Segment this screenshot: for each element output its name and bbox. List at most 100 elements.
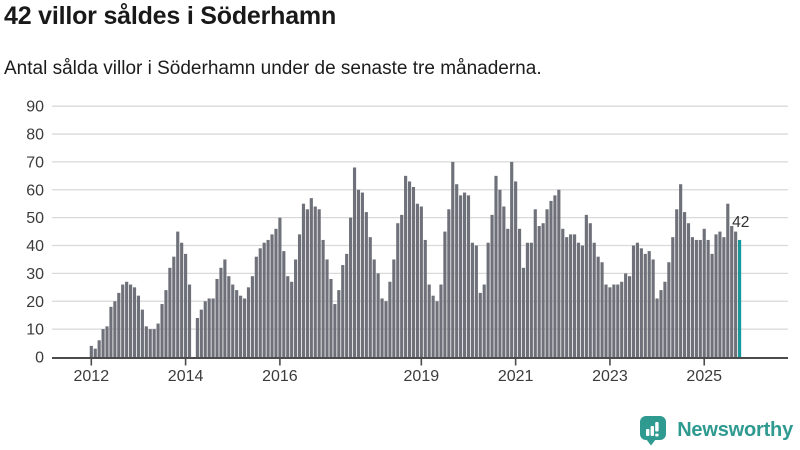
bar	[451, 161, 455, 357]
bar	[683, 212, 687, 357]
bar	[443, 231, 447, 357]
bar	[258, 248, 262, 357]
bar	[136, 295, 141, 357]
bar	[572, 234, 577, 357]
bar	[635, 242, 640, 357]
bar	[561, 228, 565, 357]
chart-subtitle: Antal sålda villor i Söderhamn under de …	[4, 58, 542, 79]
bar	[156, 323, 160, 357]
bar	[565, 237, 569, 357]
bar	[529, 242, 533, 357]
bar	[439, 284, 443, 357]
bar	[600, 262, 604, 357]
bar	[282, 251, 286, 357]
bar	[604, 284, 608, 357]
bar	[730, 226, 734, 357]
bar	[490, 214, 494, 357]
bar	[172, 256, 176, 357]
bar	[392, 259, 396, 357]
bar	[180, 242, 184, 357]
bar	[553, 195, 557, 357]
bar	[184, 253, 188, 357]
bar	[329, 278, 333, 357]
bar	[584, 214, 588, 357]
bar	[514, 181, 518, 357]
bar	[227, 276, 231, 357]
bar	[521, 267, 526, 357]
bar	[203, 301, 207, 357]
bar	[494, 175, 498, 357]
bar	[734, 231, 738, 357]
bar	[290, 281, 294, 357]
bar	[498, 189, 502, 357]
speech-bubble-chart-icon	[640, 416, 667, 446]
bar	[89, 345, 93, 357]
bar	[219, 267, 223, 357]
bar	[710, 253, 714, 357]
bar	[148, 329, 152, 357]
bar	[706, 239, 710, 357]
bar	[616, 284, 620, 357]
bar	[643, 253, 647, 357]
bar	[274, 228, 278, 357]
bar	[482, 284, 486, 357]
bar	[435, 301, 439, 357]
page-title: 42 villor såldes i Söderhamn	[4, 2, 337, 30]
bar	[675, 209, 679, 357]
bar	[576, 242, 581, 357]
bar	[376, 273, 380, 357]
bar	[109, 306, 113, 357]
bar	[164, 290, 168, 357]
bar	[667, 262, 671, 357]
bar	[286, 276, 290, 357]
bar	[411, 186, 416, 357]
bar	[470, 242, 474, 357]
bar	[215, 278, 219, 357]
highlighted-bar	[738, 239, 742, 357]
bar	[525, 242, 529, 357]
x-axis-label: 2025	[686, 368, 722, 385]
bar	[144, 326, 148, 357]
bar	[262, 242, 266, 357]
bar	[592, 242, 596, 357]
bar	[679, 184, 683, 357]
bar	[419, 206, 423, 357]
bar	[722, 237, 726, 357]
bar	[207, 298, 211, 357]
y-axis-label: 20	[26, 294, 44, 311]
bar	[223, 259, 227, 357]
bar	[305, 209, 309, 357]
bar	[294, 259, 298, 357]
bar	[97, 340, 101, 357]
y-axis-label: 30	[26, 266, 44, 283]
bar	[325, 259, 329, 357]
y-axis-label: 0	[35, 350, 44, 367]
bar	[655, 298, 659, 357]
bar	[317, 209, 321, 357]
x-axis-label: 2019	[404, 368, 440, 385]
bar	[93, 348, 97, 357]
bar	[195, 317, 199, 357]
bar	[466, 195, 471, 357]
bar	[627, 276, 632, 357]
bar	[415, 203, 419, 357]
bar	[132, 287, 137, 357]
bar	[250, 276, 254, 357]
bar	[125, 281, 129, 357]
bar	[301, 203, 306, 357]
bar	[117, 292, 121, 357]
bar	[537, 226, 541, 357]
bar	[510, 161, 514, 357]
bar	[502, 206, 506, 357]
y-axis-label: 60	[26, 182, 44, 199]
bar	[121, 284, 125, 357]
bar	[349, 217, 353, 357]
bar	[620, 281, 624, 357]
last-value-label: 42	[732, 214, 749, 231]
bar	[702, 228, 706, 357]
bar	[639, 248, 643, 357]
bar	[152, 329, 156, 357]
bar	[580, 245, 584, 357]
bar	[360, 192, 364, 357]
bar	[455, 184, 459, 357]
